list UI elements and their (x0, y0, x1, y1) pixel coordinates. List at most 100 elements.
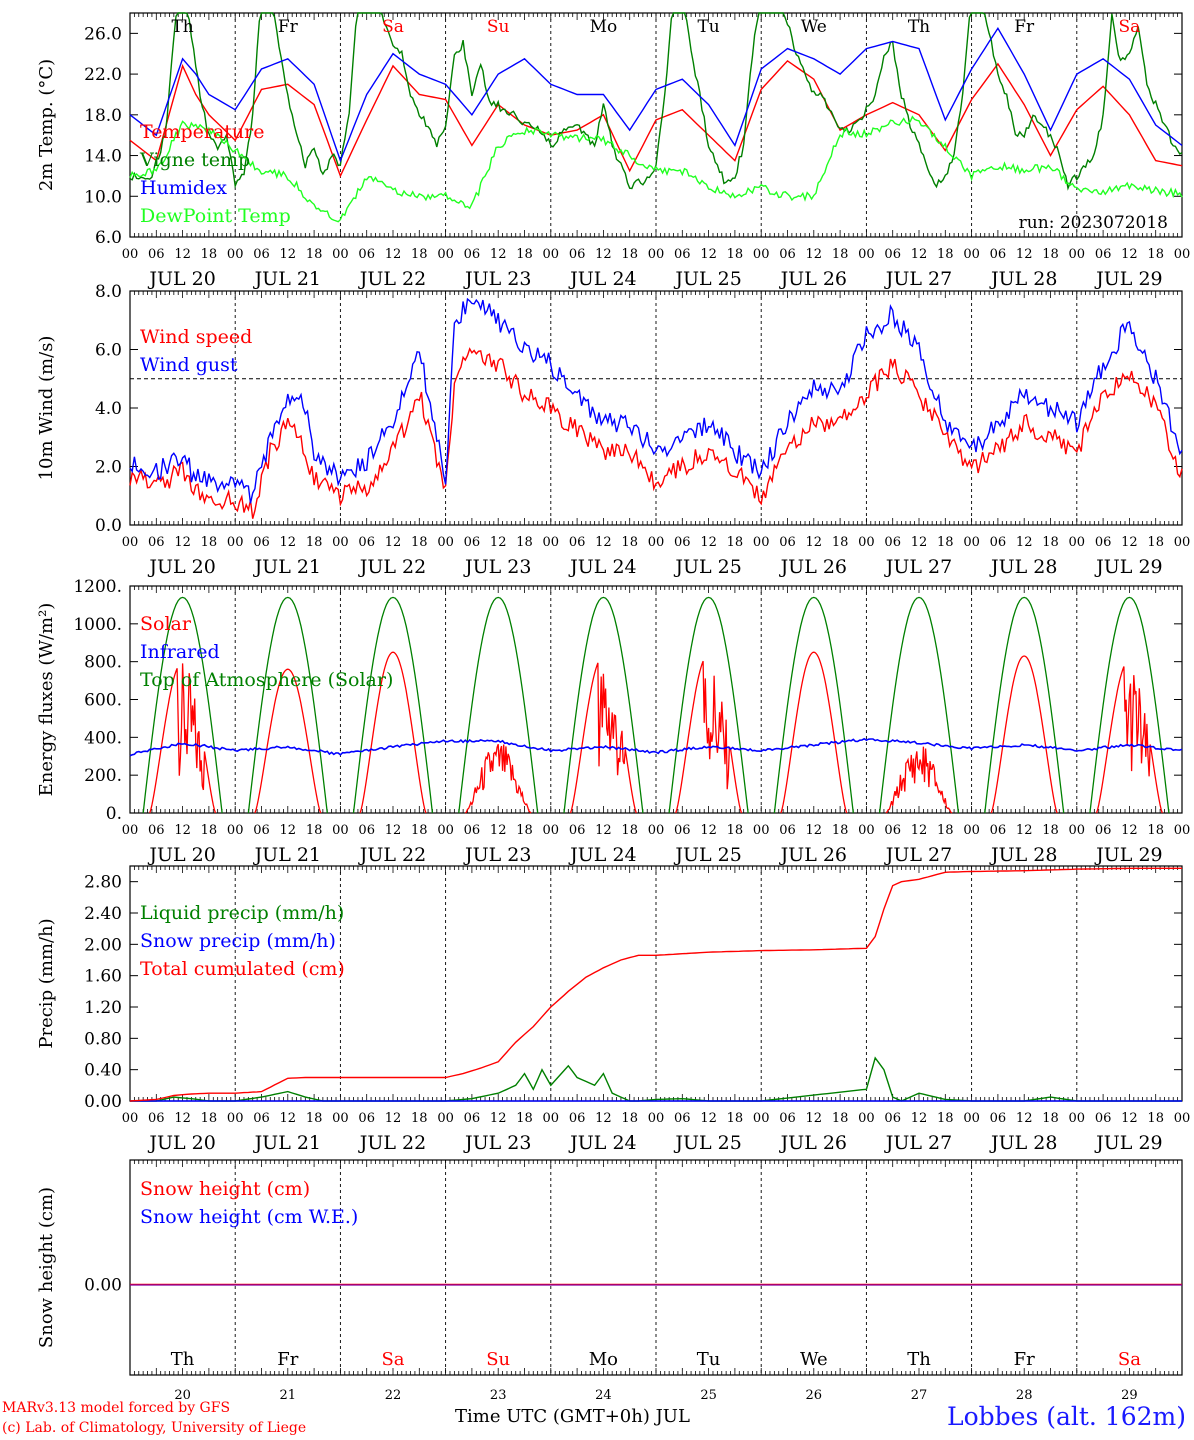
x-hour-label: 00 (1069, 1111, 1086, 1126)
x-date-label: JUL 29 (1094, 556, 1162, 578)
y-tick-label: 1.20 (84, 998, 122, 1018)
x-date-label: JUL 21 (253, 844, 321, 866)
x-hour-label: 12 (700, 823, 717, 838)
x-date-label: JUL 21 (253, 268, 321, 290)
x-date-label: JUL 24 (568, 844, 636, 866)
x-date-label: JUL 27 (884, 556, 952, 578)
day-number-label: 21 (280, 1388, 297, 1403)
x-hour-label: 12 (911, 535, 928, 550)
weekday-label-bottom: Fr (1014, 1349, 1035, 1370)
x-hour-label: 12 (595, 535, 612, 550)
x-hour-label: 12 (385, 1111, 402, 1126)
y-axis-label: 10m Wind (m/s) (36, 336, 57, 481)
x-hour-label: 18 (621, 1111, 638, 1126)
x-hour-label: 06 (464, 247, 481, 262)
y-tick-label: 2.80 (84, 873, 122, 893)
x-hour-label: 00 (1174, 247, 1191, 262)
y-tick-label: 4.0 (95, 399, 122, 419)
x-hour-label: 18 (201, 1111, 218, 1126)
weekday-label-bottom: Tu (697, 1349, 721, 1370)
x-hour-label: 00 (648, 823, 665, 838)
x-hour-label: 18 (727, 823, 744, 838)
x-date-label: JUL 21 (253, 1132, 321, 1154)
weekday-label-bottom: Mo (589, 1349, 618, 1370)
x-hour-label: 00 (1069, 247, 1086, 262)
day-number-label: 26 (806, 1388, 823, 1403)
x-hour-label: 18 (937, 535, 954, 550)
x-date-label: JUL 22 (358, 844, 426, 866)
x-hour-label: 18 (621, 823, 638, 838)
y-tick-label: 2.00 (84, 935, 122, 955)
x-hour-label: 18 (1147, 823, 1164, 838)
x-hour-label: 12 (385, 823, 402, 838)
weekday-label: Sa (1119, 17, 1141, 37)
x-date-label: JUL 23 (463, 556, 531, 578)
y-tick-label: 0. (106, 804, 122, 824)
x-hour-label: 12 (911, 823, 928, 838)
x-hour-label: 12 (700, 247, 717, 262)
weekday-label: Tu (697, 17, 719, 37)
x-hour-label: 00 (227, 247, 244, 262)
x-hour-label: 12 (174, 247, 191, 262)
x-hour-label: 12 (595, 1111, 612, 1126)
x-date-label: JUL 23 (463, 844, 531, 866)
x-hour-label: 12 (700, 1111, 717, 1126)
day-number-label: 28 (1016, 1388, 1033, 1403)
y-axis-label: Snow height (cm) (36, 1187, 57, 1348)
y-tick-label: 0.80 (84, 1029, 122, 1049)
y-tick-label: 1.60 (84, 967, 122, 987)
x-hour-label: 18 (201, 247, 218, 262)
x-hour-label: 00 (227, 535, 244, 550)
x-hour-label: 12 (280, 535, 297, 550)
x-hour-label: 06 (569, 1111, 586, 1126)
x-date-label: JUL 26 (779, 556, 847, 578)
day-number-label: 22 (385, 1388, 402, 1403)
x-hour-label: 12 (700, 535, 717, 550)
x-hour-label: 00 (437, 247, 454, 262)
y-tick-label: 18.0 (84, 106, 122, 126)
weekday-label-bottom: Th (907, 1349, 931, 1370)
x-hour-label: 00 (332, 247, 349, 262)
panel-frame-1 (129, 12, 1183, 238)
x-hour-label: 06 (148, 1111, 165, 1126)
series-top-of-atmosphere (142, 596, 1170, 814)
x-hour-label: 00 (648, 535, 665, 550)
x-hour-label: 00 (122, 535, 139, 550)
legend-entry: Humidex (140, 177, 227, 199)
x-hour-label: 18 (1042, 1111, 1059, 1126)
x-hour-label: 06 (569, 823, 586, 838)
weekday-label: Fr (1014, 17, 1035, 37)
day-number-label: 23 (490, 1388, 507, 1403)
x-hour-label: 06 (148, 247, 165, 262)
x-hour-label: 06 (1095, 247, 1112, 262)
y-axis-label: 2m Temp. (°C) (36, 59, 57, 191)
x-hour-label: 00 (753, 823, 770, 838)
x-hour-label: 00 (543, 823, 560, 838)
x-hour-label: 06 (253, 535, 270, 550)
x-hour-label: 06 (569, 535, 586, 550)
y-tick-label: 0.40 (84, 1061, 122, 1081)
weekday-label-bottom: Su (486, 1349, 510, 1370)
x-hour-label: 12 (1016, 1111, 1033, 1126)
x-hour-label: 06 (1095, 535, 1112, 550)
x-hour-label: 18 (937, 823, 954, 838)
x-hour-label: 18 (411, 823, 428, 838)
legend-entry: Solar (140, 613, 192, 635)
legend-entry: Wind gust (140, 354, 238, 376)
y-tick-label: 0.0 (95, 516, 122, 536)
weekday-label-bottom: Th (171, 1349, 195, 1370)
legend-entry: Top of Atmosphere (Solar) (140, 669, 393, 691)
x-date-label: JUL 27 (884, 844, 952, 866)
legend-entry: Snow precip (mm/h) (140, 930, 336, 952)
x-hour-label: 06 (674, 823, 691, 838)
legend-entry: Snow height (cm) (140, 1178, 310, 1200)
series-total-cumulated-cm- (129, 867, 1182, 1102)
x-hour-label: 00 (1174, 535, 1191, 550)
x-hour-label: 12 (1121, 535, 1138, 550)
x-hour-label: 06 (884, 247, 901, 262)
x-date-label: JUL 25 (673, 1132, 741, 1154)
legend-entry: Vigne temp (139, 149, 250, 171)
y-tick-label: 1200. (73, 577, 122, 597)
x-hour-label: 12 (806, 247, 823, 262)
x-date-label: JUL 20 (147, 844, 215, 866)
